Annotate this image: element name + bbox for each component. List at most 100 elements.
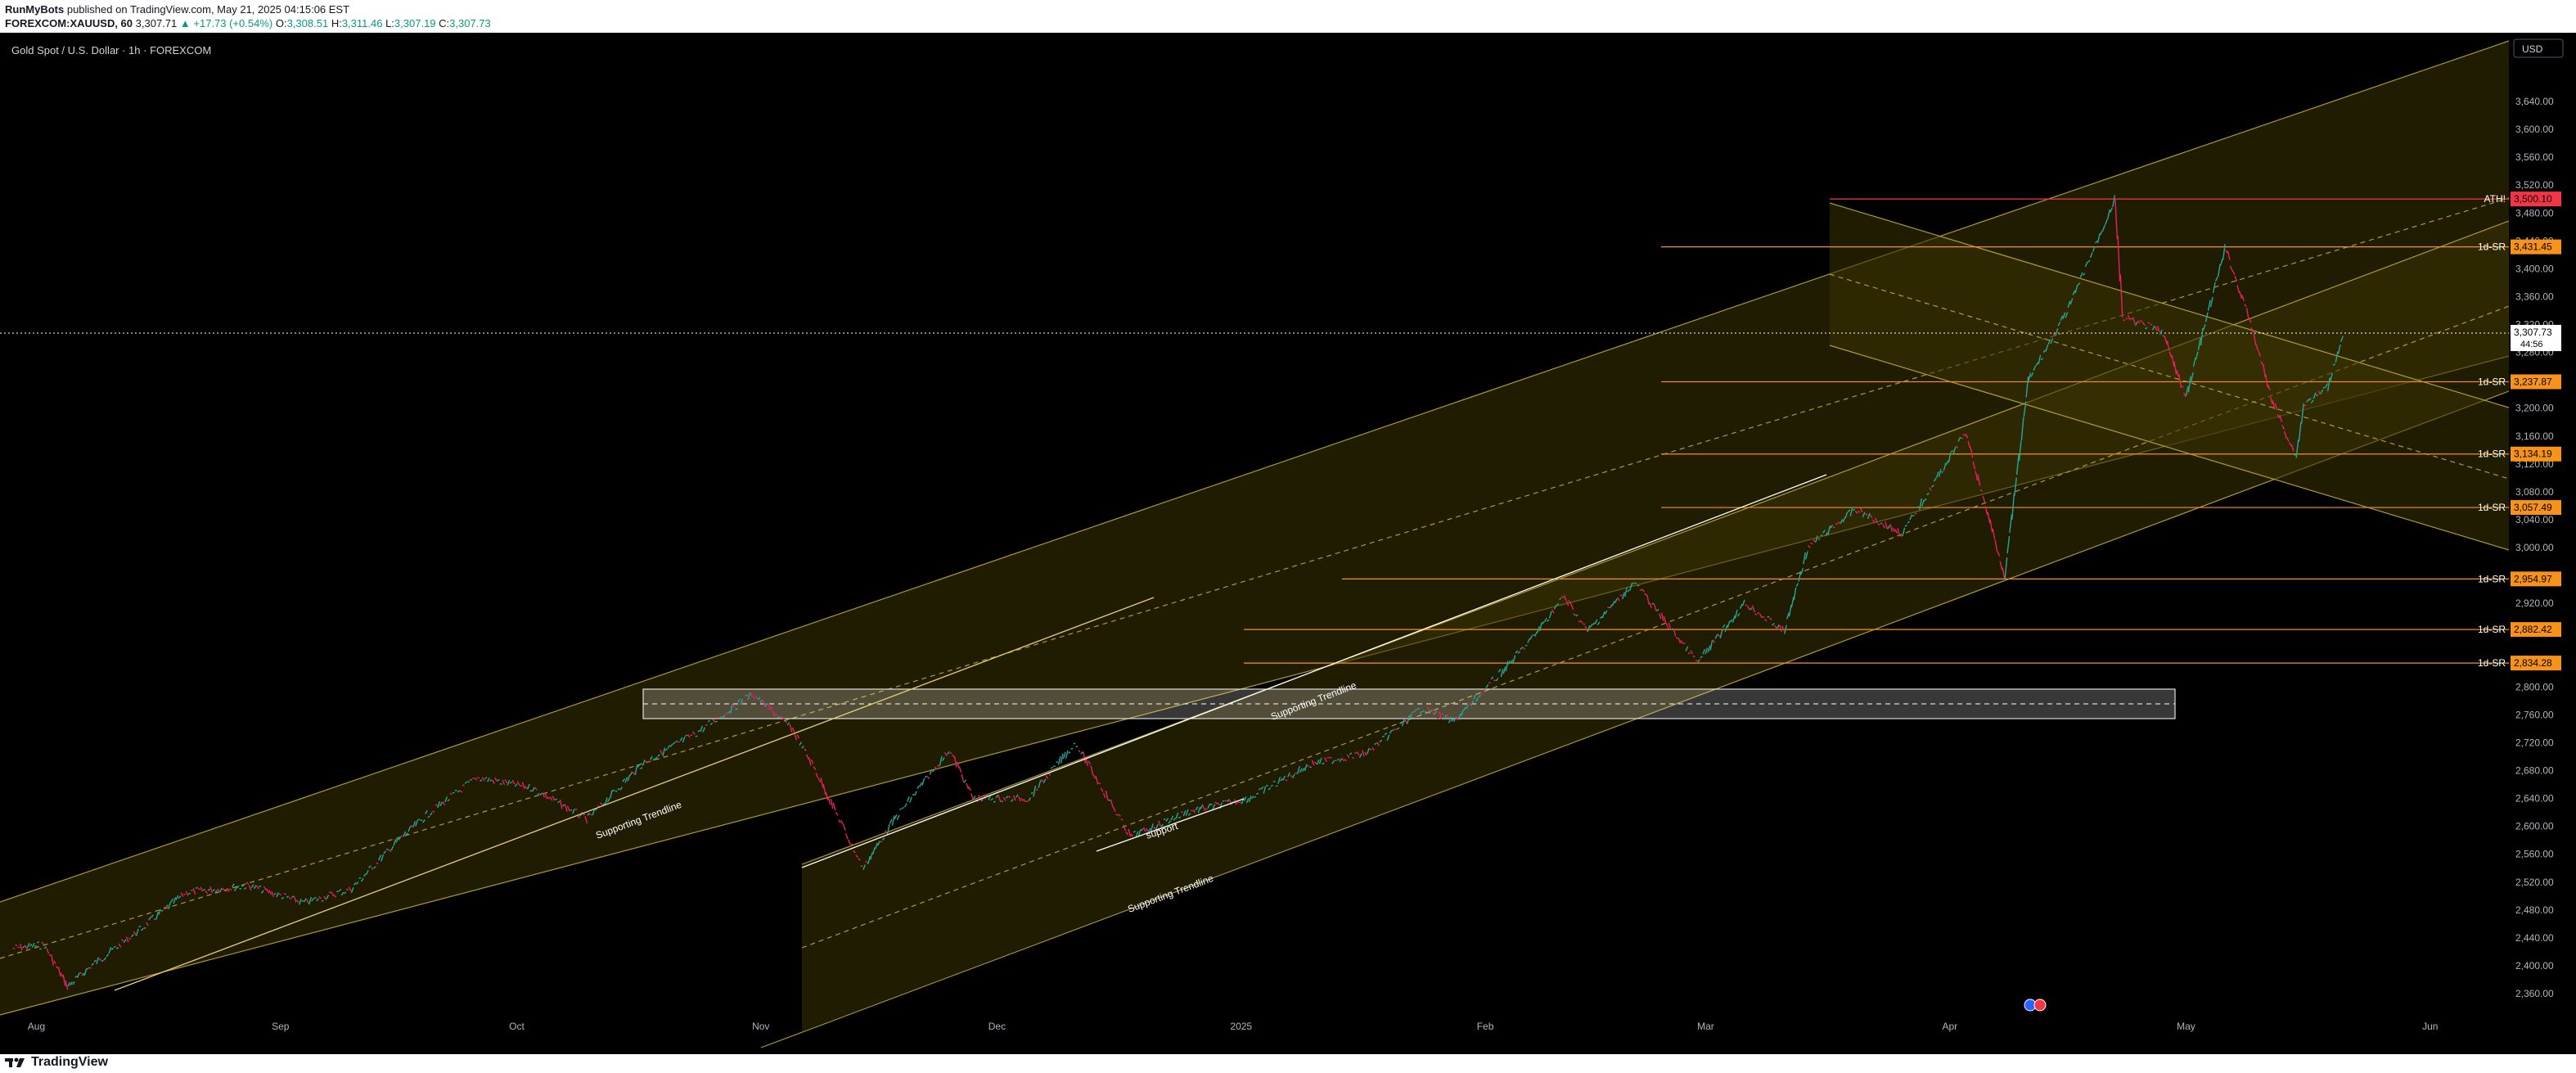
level-value-7: 2,834.28 (2514, 657, 2552, 669)
level-name-6: 1d-SR (2478, 624, 2506, 635)
ohlc-high-value: 3,311.46 (341, 17, 383, 29)
publisher-name: RunMyBots (5, 3, 65, 16)
level-name-1: 1d-SR (2478, 241, 2506, 253)
trendline-support (1096, 798, 1245, 852)
level-labels: 3,500.10 ATH! 3,431.45 1d-SR 3,237.87 1d-SR 3,… (2478, 192, 2561, 671)
currency-button (2513, 38, 2564, 58)
falling-channel-line-0 (1829, 202, 2510, 408)
y-tick-label-18: 2,920.00 (2515, 597, 2554, 609)
symbol-name: FOREXCOM:XAUUSD, 60 (5, 17, 133, 29)
y-tick-label-21: 2,800.00 (2515, 681, 2554, 692)
y-tick-label-4: 3,480.00 (2515, 207, 2554, 219)
y-tick-label-0: 3,640.00 (2515, 96, 2554, 107)
x-tick-label-8: Apr (1942, 1021, 1957, 1032)
level-value-0: 3,500.10 (2514, 193, 2552, 205)
y-tick-label-27: 2,560.00 (2515, 849, 2554, 860)
level-name-3: 1d-SR (2478, 449, 2506, 460)
y-tick-label-31: 2,400.00 (2515, 960, 2554, 972)
y-tick-label-12: 3,160.00 (2515, 431, 2554, 442)
y-tick-label-24: 2,680.00 (2515, 765, 2554, 777)
price-change: ▲ +17.73 (+0.54%) (179, 17, 273, 29)
ohlc-low-value: 3,307.19 (394, 17, 436, 29)
level-name-5: 1d-SR (2478, 573, 2506, 584)
lower-channel-fill (802, 221, 2509, 1031)
y-tick-label-15: 3,040.00 (2515, 514, 2554, 525)
x-tick-label-4: Dec (989, 1021, 1006, 1032)
y-tick-label-7: 3,360.00 (2515, 291, 2554, 302)
publish-header: RunMyBots published on TradingView.com, … (0, 0, 2576, 33)
level-value-box-0 (2511, 192, 2561, 207)
footer: TradingView (0, 1054, 2576, 1073)
level-value-box-5 (2511, 571, 2561, 587)
level-value-box-6 (2511, 622, 2561, 638)
y-tick-label-29: 2,480.00 (2515, 904, 2554, 916)
sr-levels (0, 198, 2509, 664)
y-tick-label-23: 2,720.00 (2515, 737, 2554, 748)
trendline-left (114, 597, 1155, 991)
time-axis: Aug Sep Oct Nov Dec 2025 Feb Mar Apr May Jun (28, 999, 2438, 1032)
y-tick-label-14: 3,080.00 (2515, 486, 2554, 498)
level-value-4: 3,057.49 (2514, 502, 2552, 513)
y-tick-label-22: 2,760.00 (2515, 709, 2554, 720)
y-tick-label-3: 3,520.00 (2515, 179, 2554, 191)
level-value-box-7 (2511, 656, 2561, 671)
x-tick-label-10: Jun (2422, 1021, 2438, 1032)
event-marker-2 (2033, 999, 2047, 1012)
ohlc-close-value: 3,307.73 (449, 17, 491, 29)
level-value-box-2 (2511, 374, 2561, 390)
current-price-box (2511, 324, 2561, 351)
main-channel-line-2 (0, 197, 2510, 959)
lower-channel-line-2 (801, 305, 2510, 949)
chart-title: Gold Spot / U.S. Dollar · 1h · FOREXCOM (11, 44, 212, 56)
x-tick-label-7: Mar (1697, 1021, 1714, 1032)
y-tick-label-25: 2,640.00 (2515, 793, 2554, 805)
tradingview-logo[interactable]: TradingView (5, 1055, 108, 1070)
level-name-7: 1d-SR (2478, 657, 2506, 669)
ohlc-open-value: 3,308.51 (286, 17, 329, 29)
falling-channel-line-2 (1829, 273, 2510, 480)
y-tick-label-11: 3,200.00 (2515, 403, 2554, 414)
y-tick-label-30: 2,440.00 (2515, 932, 2554, 944)
level-value-6: 2,882.42 (2514, 624, 2552, 635)
level-value-box-1 (2511, 239, 2561, 255)
publisher-line: RunMyBots published on TradingView.com, … (5, 3, 349, 16)
current-price-value: 3,307.73 (2514, 327, 2552, 338)
y-tick-label-6: 3,400.00 (2515, 263, 2554, 274)
tradingview-icon (5, 1057, 25, 1067)
y-tick-label-28: 2,520.00 (2515, 877, 2554, 888)
currency-label: USD (2522, 43, 2543, 55)
ohlc-high-key: H: (331, 17, 342, 29)
y-tick-label-26: 2,600.00 (2515, 821, 2554, 832)
level-name-0: ATH! (2484, 193, 2506, 205)
x-tick-label-1: Sep (272, 1021, 290, 1032)
ohlc-open-key: O: (275, 17, 287, 29)
level-value-1: 3,431.45 (2514, 241, 2552, 253)
published-text: published on TradingView.com, May 21, 20… (66, 3, 350, 16)
y-tick-label-1: 3,600.00 (2515, 124, 2554, 135)
trendline-mid (801, 474, 1827, 868)
x-tick-label-5: 2025 (1230, 1021, 1252, 1032)
x-tick-label-3: Nov (752, 1021, 769, 1032)
ohlc-low-key: L: (385, 17, 394, 29)
level-name-4: 1d-SR (2478, 502, 2506, 513)
level-name-2: 1d-SR (2478, 376, 2506, 387)
chart-pane[interactable]: Supporting Trendline Supporting Trendline… (0, 33, 2576, 1054)
ohlc-close-key: C: (439, 17, 450, 29)
y-tick-label-32: 2,360.00 (2515, 988, 2554, 999)
x-tick-label-6: Feb (1477, 1021, 1494, 1032)
lower-channel-line-1 (760, 390, 2510, 1048)
level-value-5: 2,954.97 (2514, 573, 2552, 584)
y-tick-label-16: 3,000.00 (2515, 542, 2554, 553)
x-tick-label-0: Aug (28, 1021, 45, 1032)
price-series (12, 195, 2344, 990)
current-price-countdown: 44:56 (2520, 340, 2543, 349)
main-channel-line-0 (0, 40, 2510, 903)
level-value-box-4 (2511, 500, 2561, 516)
symbol-line: FOREXCOM:XAUUSD, 60 3,307.71 ▲ +17.73 (+… (5, 17, 491, 29)
falling-channel-line-1 (1829, 345, 2510, 551)
last-price: 3,307.71 (135, 17, 178, 29)
x-tick-label-2: Oct (509, 1021, 525, 1032)
level-value-box-3 (2511, 446, 2561, 462)
channel-drawings (0, 40, 2510, 1048)
